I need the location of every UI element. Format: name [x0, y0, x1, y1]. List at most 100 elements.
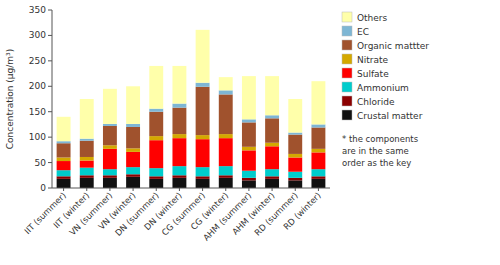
legend-swatch — [342, 54, 352, 64]
bar-segment — [126, 174, 140, 177]
bar-segment — [219, 77, 233, 90]
bar-segment — [242, 122, 256, 146]
bar-segment — [57, 157, 71, 161]
bar-segment — [265, 143, 279, 147]
bar-segment — [103, 145, 117, 149]
bar-segment — [219, 166, 233, 175]
legend-swatch — [342, 12, 352, 22]
bar-segment — [242, 171, 256, 178]
bar-segment — [311, 81, 325, 124]
bar-segment — [196, 87, 210, 135]
y-axis-line — [52, 10, 53, 188]
y-tick-label: 350 — [29, 5, 46, 15]
y-tick-label: 100 — [29, 132, 46, 142]
bar-segment — [57, 179, 71, 188]
bar-segment — [265, 176, 279, 179]
annotation-line: * the components — [342, 134, 419, 144]
bar-segment — [103, 124, 117, 126]
y-tick-label: 50 — [35, 158, 47, 168]
legend-label: Organic mattter — [357, 41, 429, 51]
y-axis: 050100150200250300350 — [29, 5, 52, 193]
bar-segment — [311, 127, 325, 148]
chart: 050100150200250300350Concentration (μg/m… — [0, 0, 500, 265]
bar-segment — [242, 178, 256, 181]
legend-swatch — [342, 26, 352, 36]
x-tick — [248, 188, 249, 191]
bar-segment — [311, 176, 325, 179]
bar-segment — [265, 169, 279, 176]
bar-segment — [149, 176, 163, 179]
annotation-line: are in the same — [342, 146, 409, 156]
y-tick — [48, 188, 52, 189]
bar-segment — [126, 177, 140, 188]
bar-segment — [103, 169, 117, 175]
bar-segment — [57, 170, 71, 176]
y-tick — [48, 35, 52, 36]
bar-segment — [242, 76, 256, 119]
bars — [57, 30, 326, 188]
bar-segment — [311, 149, 325, 153]
bar-segment — [288, 135, 302, 154]
y-tick-label: 200 — [29, 81, 46, 91]
x-tick — [133, 188, 134, 191]
bar-segment — [196, 139, 210, 167]
bar-segment — [219, 94, 233, 134]
x-tick — [295, 188, 296, 191]
bar-segment — [196, 135, 210, 139]
bar-segment — [149, 168, 163, 176]
legend-label: Others — [357, 13, 388, 23]
bar-segment — [80, 161, 94, 168]
bar-segment — [103, 126, 117, 145]
bar-segment — [219, 90, 233, 94]
legend-swatch — [342, 40, 352, 50]
x-tick — [318, 188, 319, 191]
y-tick — [48, 111, 52, 112]
bar-segment — [219, 134, 233, 138]
bar-segment — [196, 83, 210, 87]
bar-segment — [80, 157, 94, 161]
bar-segment — [80, 141, 94, 157]
bar-segment — [219, 175, 233, 178]
bar-segment — [265, 115, 279, 118]
bar-segment — [288, 178, 302, 181]
legend-label: Crustal matter — [357, 111, 423, 121]
bar-segment — [288, 172, 302, 178]
y-tick — [48, 137, 52, 138]
bar-segment — [265, 118, 279, 142]
legend-label: Sulfate — [357, 69, 389, 79]
bar-segment — [219, 138, 233, 166]
bar-segment — [80, 139, 94, 141]
bar-segment — [265, 146, 279, 169]
legend-swatch — [342, 82, 352, 92]
bar-segment — [311, 124, 325, 127]
x-tick — [179, 188, 180, 191]
bar-segment — [288, 99, 302, 133]
bar-segment — [103, 89, 117, 124]
bar-segment — [196, 179, 210, 188]
bar-segment — [80, 99, 94, 139]
bar-segment — [126, 148, 140, 152]
bar-segment — [126, 124, 140, 127]
bar-segment — [57, 141, 71, 143]
bar-segment — [288, 154, 302, 158]
y-tick — [48, 86, 52, 87]
legend-label: Nitrate — [357, 55, 389, 65]
x-tick — [202, 188, 203, 191]
bar-segment — [242, 119, 256, 122]
y-tick-label: 0 — [40, 183, 46, 193]
bar-segment — [196, 30, 210, 83]
bar-segment — [103, 149, 117, 169]
bar-segment — [311, 152, 325, 169]
x-tick — [63, 188, 64, 191]
bar-segment — [288, 180, 302, 188]
bar-segment — [172, 138, 186, 166]
x-tick — [109, 188, 110, 191]
bar-segment — [172, 175, 186, 178]
bar-segment — [149, 140, 163, 168]
y-tick — [48, 60, 52, 61]
bar-segment — [126, 127, 140, 148]
bar-segment — [57, 176, 71, 179]
x-axis-line — [52, 188, 330, 189]
bar-segment — [172, 66, 186, 104]
y-tick — [48, 10, 52, 11]
